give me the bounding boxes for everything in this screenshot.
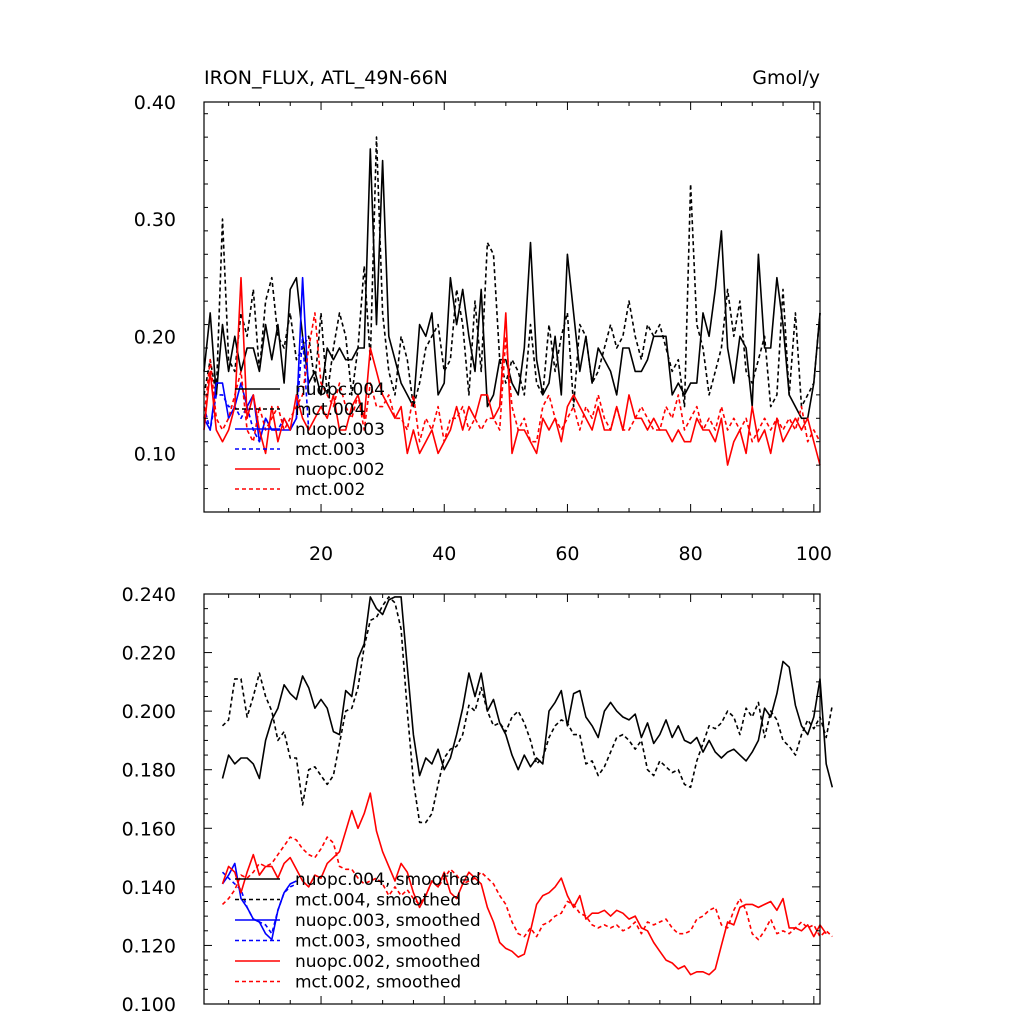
y-tick-label-7: 0.240 [122,584,176,606]
top-panel-legend: nuopc.004mct.004nuopc.003mct.003nuopc.00… [235,380,385,500]
chart-title: IRON_FLUX, ATL_49N-66N [204,67,448,89]
legend-label-2: nuopc.003, smoothed [295,911,481,931]
series-line-mct-004-smoothed [221,596,834,824]
y-tick-label-4: 0.180 [122,760,176,782]
legend-label-1: mct.004, smoothed [295,891,461,911]
legend-label-2: nuopc.003 [295,420,385,440]
y-tick-label-0: 0.10 [134,443,176,465]
y-tick-label-2: 0.30 [134,209,176,231]
chart-units: Gmol/y [752,67,820,89]
legend-label-0: nuopc.004 [295,380,385,400]
y-tick-label-0: 0.100 [122,994,176,1016]
series-line-nuopc-002-smoothed [221,792,827,976]
x-tick-label-20: 20 [309,543,333,565]
series-line-mct-002-smoothed [221,836,833,941]
legend-label-5: mct.002, smoothed [295,973,461,993]
legend-label-5: mct.002 [295,480,365,500]
legend-label-0: nuopc.004, smoothed [295,870,481,890]
y-tick-label-3: 0.40 [134,92,176,114]
top-panel-series [203,136,821,466]
x-tick-label-40: 40 [432,543,456,565]
series-line-mct-003-smoothed [221,871,297,935]
y-tick-label-5: 0.200 [122,701,176,723]
legend-label-1: mct.004 [295,400,365,420]
x-tick-label-100: 100 [796,543,832,565]
y-tick-label-1: 0.120 [122,935,176,957]
legend-label-4: nuopc.002 [295,460,385,480]
series-line-nuopc-004-smoothed [221,596,834,788]
top-panel-axes: 20 40 60 80 100 0.10 0.20 0.30 0.40 [134,92,832,565]
x-tick-label-60: 60 [555,543,579,565]
y-tick-label-1: 0.20 [134,326,176,348]
series-line-mct-004 [203,136,821,408]
series-line-nuopc-002 [203,276,821,466]
series-line-mct-003 [203,335,310,443]
bottom-panel-series [221,596,834,976]
bottom-panel-axes: 0.100 0.120 0.140 0.160 0.180 0.200 0.220 0.240 [122,584,821,1016]
x-tick-label-80: 80 [679,543,703,565]
y-tick-label-2: 0.140 [122,877,176,899]
legend-label-3: mct.003, smoothed [295,932,461,952]
y-tick-label-3: 0.160 [122,818,176,840]
legend-label-4: nuopc.002, smoothed [295,952,481,972]
legend-label-3: mct.003 [295,440,365,460]
y-tick-label-6: 0.220 [122,643,176,665]
plot-frame [203,101,821,513]
series-line-nuopc-004 [203,148,821,420]
top-panel: nuopc.004mct.004nuopc.003mct.003nuopc.00… [134,92,832,565]
